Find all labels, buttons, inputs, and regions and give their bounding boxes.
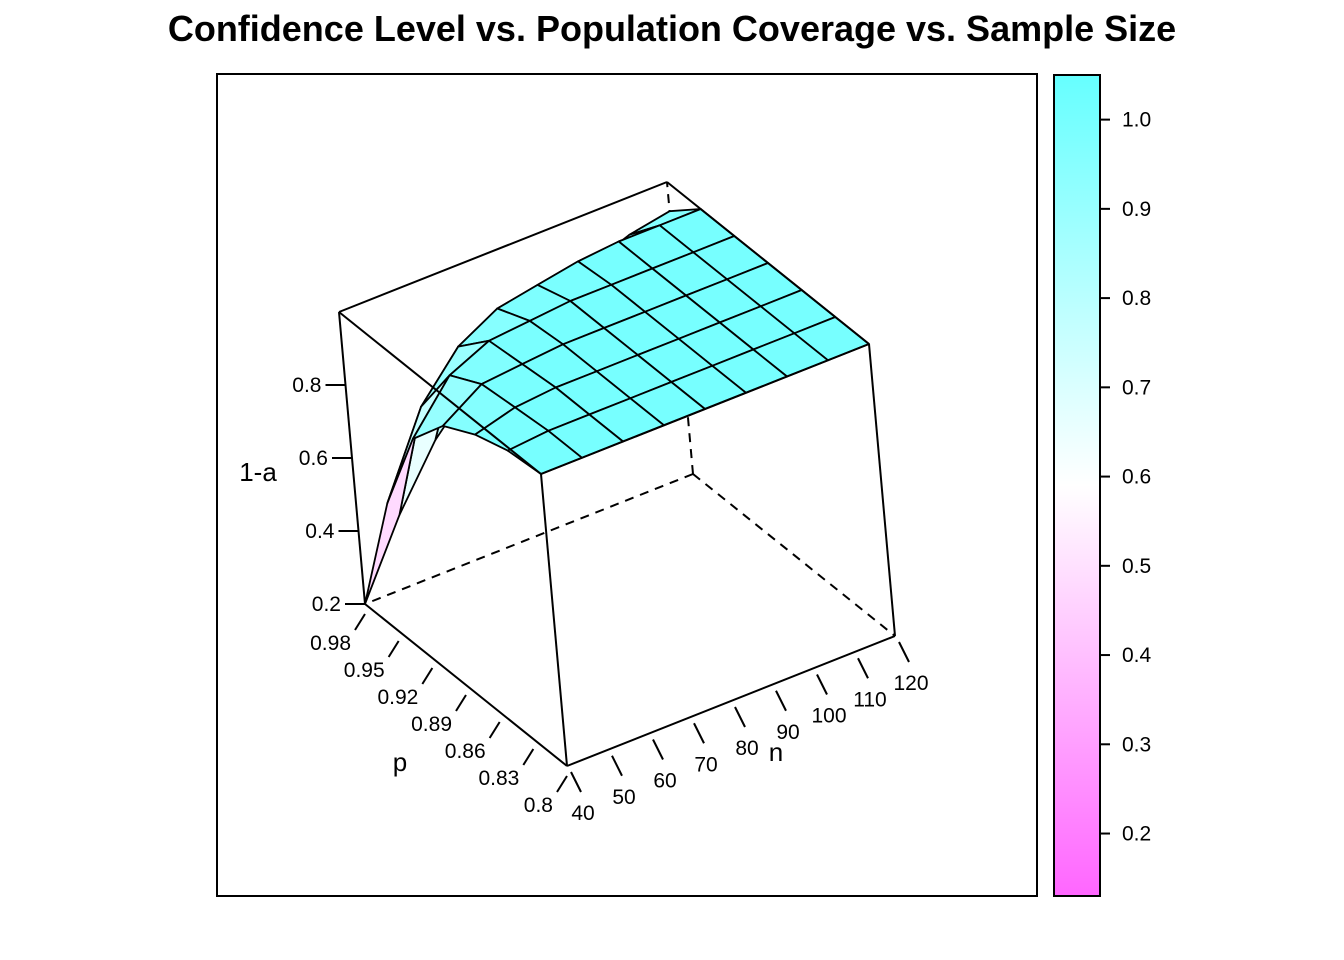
color-key-tick-label: 0.3 [1122,733,1151,756]
n-tick-label: 90 [776,721,799,744]
p-axis-label: p [393,747,407,777]
n-tick [693,722,705,744]
box-edge [338,311,542,475]
p-tick [354,613,366,631]
n-tick-label: 120 [893,672,928,695]
n-tick-label: 100 [811,705,846,728]
p-tick [556,775,568,793]
z-tick-label: 0.4 [305,520,335,543]
z-tick-label: 0.2 [312,593,341,616]
n-axis-label: n [769,737,783,767]
color-key-tick-label: 1.0 [1122,109,1151,132]
box-edge [868,343,896,637]
z-axis-label: 1-a [239,457,277,487]
p-tick-label: 0.83 [478,767,519,790]
box-edge [338,181,668,313]
box-hidden-edge [364,473,694,605]
surface-mesh [364,208,870,605]
z-tick-label: 0.6 [299,447,328,470]
box-edge [666,181,870,345]
box-edge [540,473,568,767]
color-key-tick-label: 0.9 [1122,198,1151,221]
n-tick [775,690,787,712]
n-tick-label: 70 [694,753,717,776]
p-axis: 0.98 0.95 0.92 0.89 0.86 0.830.8 [310,613,568,817]
n-tick [611,755,623,777]
p-tick-label: 0.8 [524,794,553,817]
n-tick-label: 110 [853,688,886,711]
p-tick [522,748,535,766]
z-axis: 0.2 0.4 0.6 0.8 [292,374,365,616]
box-edge [540,343,870,475]
n-tick [898,641,910,663]
color-key-tick-label: 0.7 [1122,376,1151,399]
p-tick-label: 0.89 [411,713,452,736]
color-key-tick-label: 0.5 [1122,555,1151,578]
color-key-tick-label: 0.2 [1122,823,1151,846]
n-axis: 40 50 60 70 80 90 100 110 120 [570,641,929,825]
p-tick-label: 0.95 [344,659,385,682]
z-tick-label: 0.8 [292,374,321,397]
box-hidden-edge [692,473,896,637]
p-tick-label: 0.98 [310,632,351,655]
color-key-tick-label: 0.4 [1122,644,1152,667]
n-tick [816,674,828,695]
p-tick-label: 0.86 [445,740,486,763]
p-tick [455,694,467,712]
p-tick [387,640,400,658]
n-tick [570,771,582,793]
color-key: 0.2 0.3 0.4 0.5 0.6 0.7 0.8 0.9 1.0 [1053,74,1152,897]
n-tick-label: 60 [653,770,676,793]
color-key-tick-label: 0.8 [1122,287,1151,310]
n-tick-label: 50 [612,786,635,809]
plot-panel-border [216,73,1038,897]
chart-title: Confidence Level vs. Population Coverage… [167,8,1177,49]
n-tick [857,657,869,679]
p-tick [421,667,434,685]
n-tick-label: 80 [735,737,758,760]
box-edge [364,603,568,767]
color-key-tick-label: 0.6 [1122,466,1151,489]
color-key-bar [1053,74,1101,897]
n-tick [652,739,664,760]
n-tick-label: 40 [571,802,594,825]
p-tick [488,721,501,739]
p-tick-label: 0.92 [377,686,418,709]
box-edge [566,635,896,767]
n-tick [734,706,746,728]
